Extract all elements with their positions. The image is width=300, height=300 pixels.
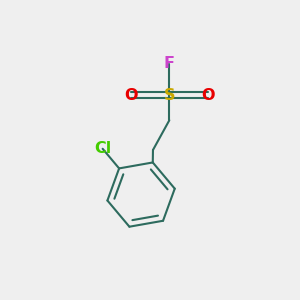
- Text: S: S: [164, 88, 175, 103]
- Text: Cl: Cl: [94, 141, 111, 156]
- Text: O: O: [201, 88, 215, 103]
- Text: F: F: [164, 56, 175, 71]
- Text: O: O: [124, 88, 137, 103]
